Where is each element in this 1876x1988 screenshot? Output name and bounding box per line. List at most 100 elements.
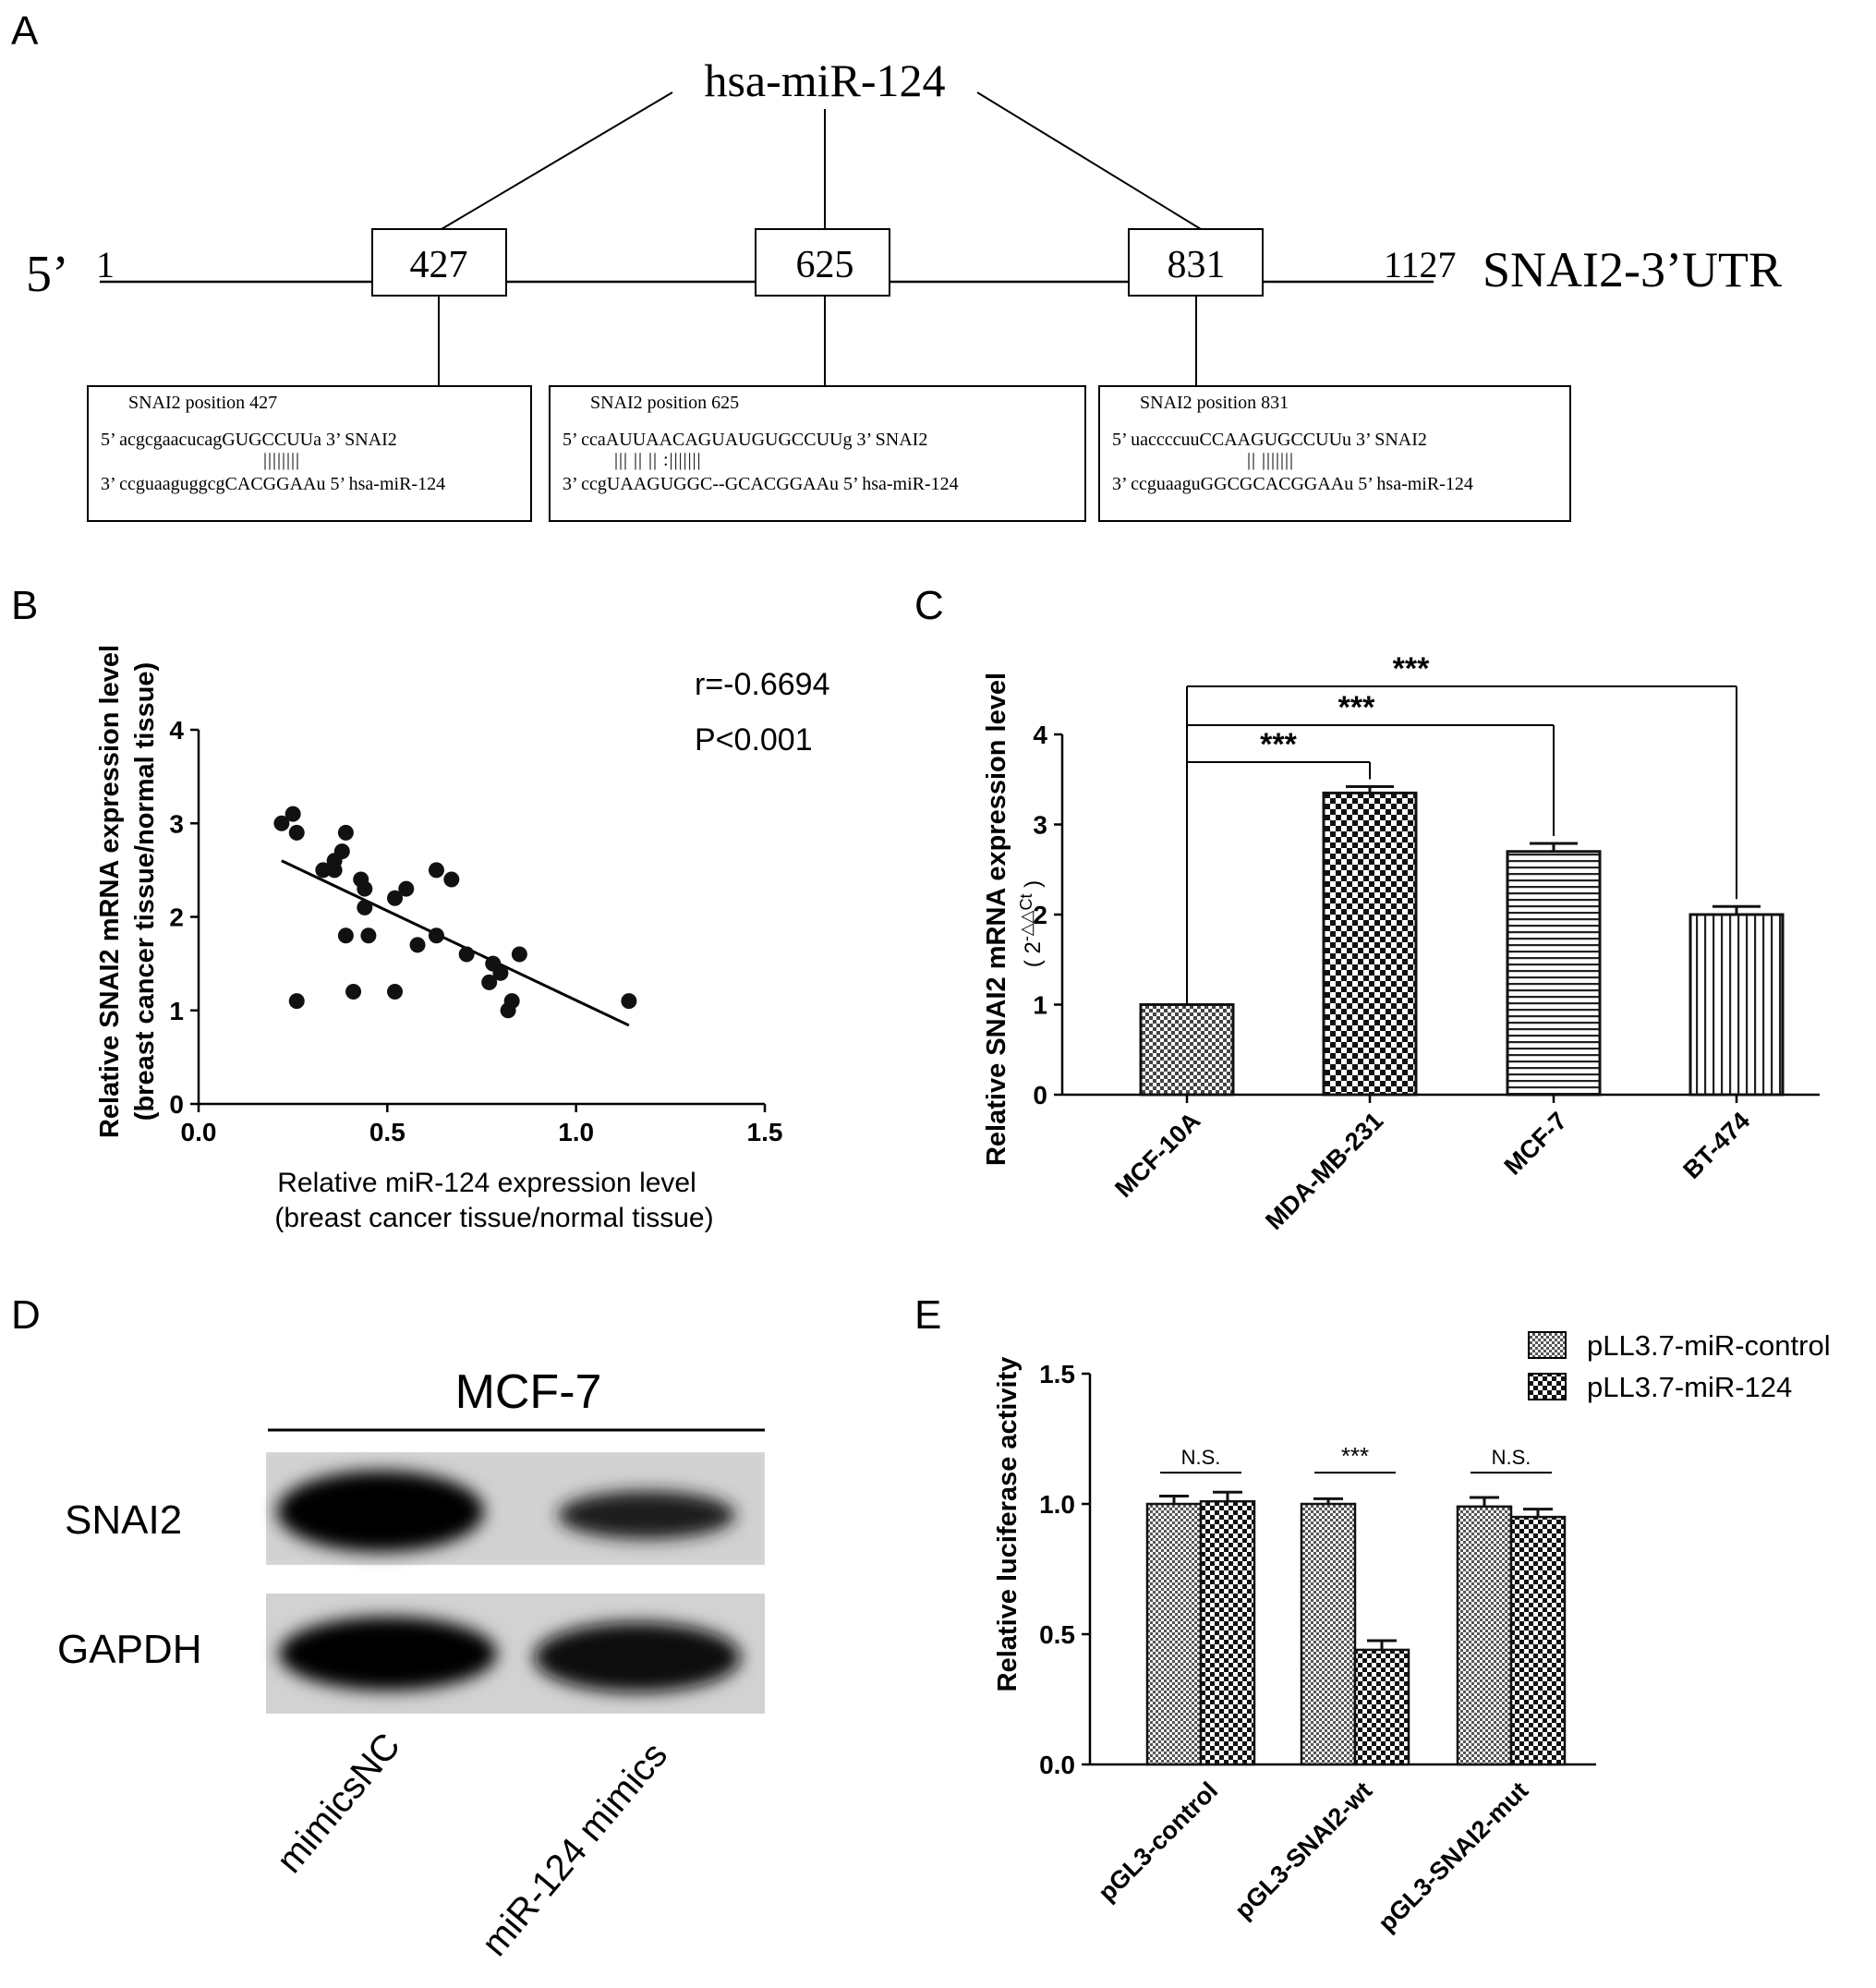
band-snai2-mir124	[558, 1491, 735, 1539]
panel-e-bar: 0.0 0.5 1.0 1.5 N.S. pGL3-control *** pGL3-SNAI…	[993, 1329, 1831, 1937]
scatter-point	[288, 824, 305, 841]
bar	[1688, 913, 1785, 1097]
site-box	[1128, 228, 1264, 297]
y-tick-label: 2	[169, 903, 184, 932]
legend-label-control: pLL3.7-miR-control	[1587, 1329, 1831, 1362]
scatter-point	[284, 806, 301, 822]
panel-letter-a: A	[11, 8, 39, 54]
x-tick-label: MCF-10A	[1109, 1107, 1205, 1203]
scatter-point	[428, 927, 444, 944]
scatter-point	[333, 843, 350, 860]
bar	[1353, 1648, 1410, 1766]
scatter-point	[273, 815, 290, 831]
correlation-r: r=-0.6694	[695, 667, 830, 702]
band-label-gapdh: GAPDH	[57, 1627, 201, 1672]
bar	[1322, 791, 1418, 1097]
bar	[1145, 1502, 1203, 1766]
y-tick-label: 1	[169, 997, 184, 1025]
bar	[1199, 1499, 1256, 1766]
lane-label-mir124: miR-124 mimics	[474, 1735, 675, 1964]
y-tick-label: 2	[1033, 901, 1047, 929]
panel-letter-b: B	[11, 583, 38, 628]
band-gapdh-mir124	[534, 1622, 741, 1692]
significance-label: ***	[1260, 727, 1297, 762]
y-tick-label: 0	[169, 1090, 184, 1119]
band-label-snai2: SNAI2	[65, 1497, 182, 1543]
scatter-point	[360, 927, 377, 944]
scatter-point	[511, 946, 527, 963]
scatter-point	[326, 862, 343, 879]
site-pairing: || |||||||	[1247, 450, 1294, 470]
site-mirna-seq: 3’ ccguaaguggcgCACGGAAu 5’ hsa-miR-124	[101, 474, 445, 494]
site-mirna-seq: 3’ ccgUAAGUGGC--GCACGGAAu 5’ hsa-miR-124	[563, 474, 959, 494]
y-axis-label: Relative luciferase activity	[993, 1357, 1023, 1692]
site-target-seq: 5’ acgcgaacucagGUGCCUUa 3’ SNAI2	[101, 430, 397, 450]
legend-swatch-mir124	[1528, 1373, 1567, 1400]
x-tick-label: pGL3-SNAI2-mut	[1373, 1776, 1533, 1937]
x-tick-label: pGL3-SNAI2-wt	[1229, 1776, 1377, 1924]
site-title: SNAI2 position 427	[128, 393, 277, 413]
bar	[1300, 1502, 1357, 1766]
y-tick-label: 3	[1033, 811, 1047, 840]
site-box	[371, 228, 507, 297]
x-tick-label: 1.0	[558, 1118, 594, 1146]
scatter-point	[387, 984, 404, 1000]
scatter-point	[409, 937, 426, 953]
site-target-seq: 5’ ccaAUUAACAGUAUGUGCCUUg 3’ SNAI2	[563, 430, 927, 450]
y-tick-label: 0.0	[1039, 1751, 1075, 1779]
y-tick-label: 0.5	[1039, 1620, 1075, 1649]
x-tick-label: pGL3-control	[1093, 1776, 1223, 1907]
scatter-point	[481, 974, 498, 990]
band-gapdh-mimicsnc	[279, 1617, 497, 1691]
significance-label: ***	[1393, 651, 1430, 686]
site-title: SNAI2 position 831	[1140, 393, 1289, 413]
scatter-point	[387, 890, 404, 906]
site-mirna-seq: 3’ ccguaaguGGCGCACGGAAu 5’ hsa-miR-124	[1112, 474, 1473, 494]
scatter-point	[621, 993, 637, 1010]
site-position: 427	[410, 244, 468, 286]
scatter-point	[398, 880, 415, 897]
y-tick-label: 3	[169, 809, 184, 838]
connector-line	[441, 91, 673, 230]
significance-label: ***	[1341, 1442, 1369, 1470]
regression-line	[281, 859, 630, 1027]
scatter-point	[315, 862, 332, 879]
y-tick-label: 0	[1033, 1081, 1047, 1109]
utr-start: 1	[96, 244, 115, 285]
site-position: 831	[1168, 244, 1226, 286]
scatter-point	[492, 964, 509, 981]
scatter-point	[428, 862, 444, 879]
x-axis-label: Relative miR-124 expression level	[277, 1168, 696, 1198]
y-axis-label: Relative SNAI2 mRNA expression level	[982, 673, 1011, 1166]
panel-b-scatter: 0 1 2 3 4 0.0 0.5 1.0 1.5 r=-0.6694 P<0.001 Rela…	[95, 645, 830, 1233]
bar	[1509, 1515, 1567, 1766]
x-tick-label: 1.5	[747, 1118, 783, 1146]
panel-letter-d: D	[11, 1292, 41, 1338]
x-tick-label: MCF-7	[1499, 1107, 1573, 1181]
site-pairing: ||| || || :|||||||	[614, 450, 702, 470]
scatter-point	[288, 993, 305, 1010]
utr-label: SNAI2-3’UTR	[1483, 242, 1782, 297]
x-axis-label-secondary: (breast cancer tissue/normal tissue)	[274, 1203, 713, 1233]
y-tick-label: 4	[1033, 721, 1047, 749]
blot-cell-line: MCF-7	[455, 1365, 602, 1419]
utr-end: 1127	[1384, 244, 1457, 285]
site-box	[755, 228, 890, 297]
y-tick-label: 1	[1033, 991, 1047, 1020]
scatter-point	[443, 871, 460, 888]
site-detail-box	[1098, 385, 1571, 522]
significance-label: ***	[1338, 690, 1375, 725]
scatter-point	[345, 984, 362, 1000]
scatter-point	[357, 880, 373, 897]
site-title: SNAI2 position 625	[590, 393, 739, 413]
significance-label: N.S.	[1492, 1446, 1531, 1469]
scatter-point	[458, 946, 475, 963]
x-tick-label: BT-474	[1677, 1107, 1755, 1184]
site-detail-box	[87, 385, 532, 522]
band-snai2-mimicsnc	[277, 1471, 484, 1552]
panel-letter-c: C	[914, 583, 944, 628]
scatter-point	[337, 824, 354, 841]
x-tick-label: 0.0	[181, 1118, 217, 1146]
panel-letter-e: E	[914, 1292, 941, 1338]
mirna-title: hsa-miR-124	[704, 55, 945, 106]
